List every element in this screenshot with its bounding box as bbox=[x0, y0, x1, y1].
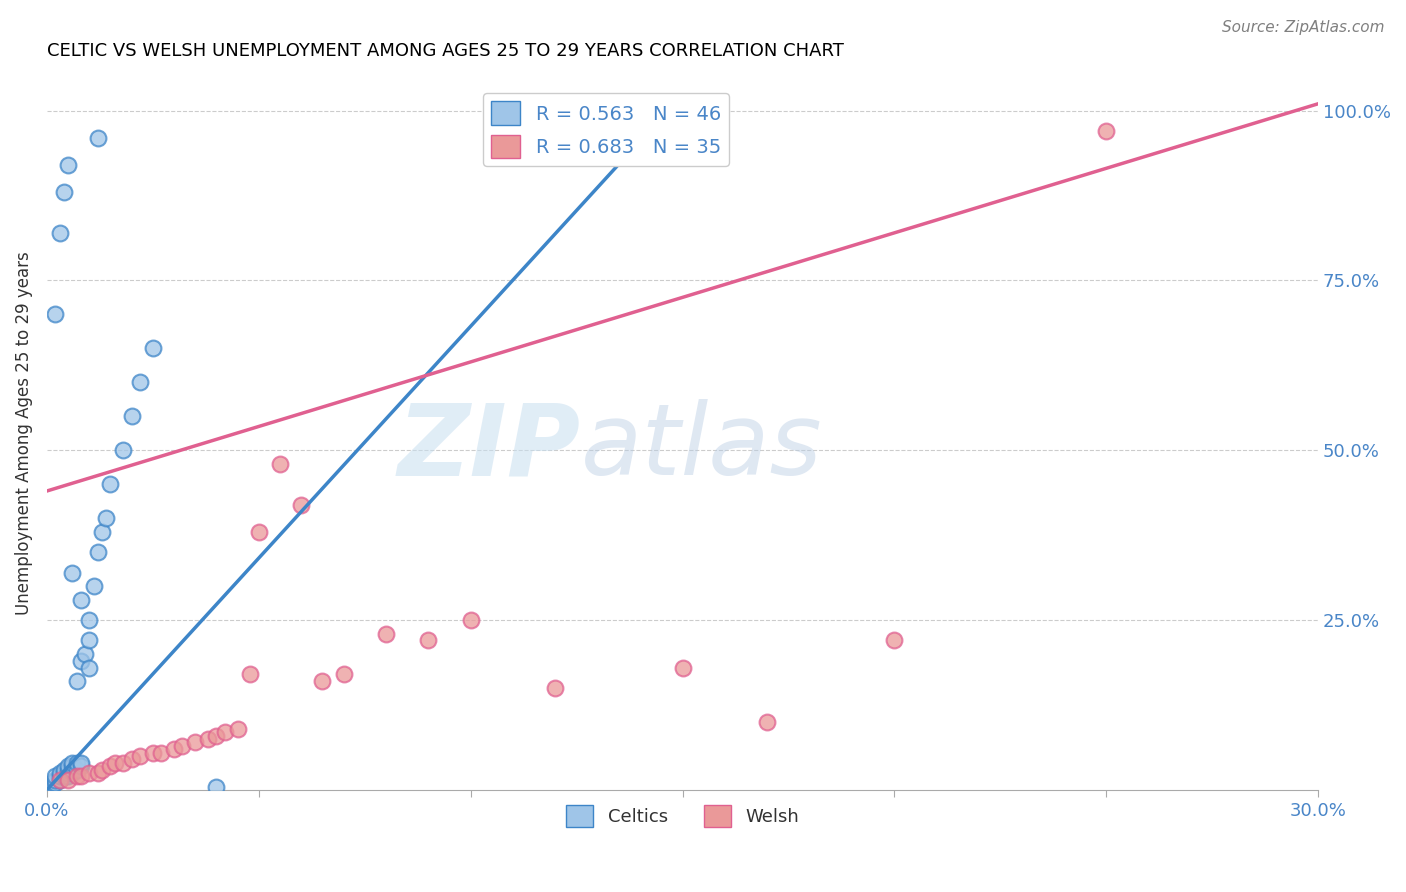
Point bbox=[56, 158, 79, 172]
Point bbox=[65, 763, 87, 777]
Point bbox=[52, 185, 75, 199]
Point bbox=[129, 748, 152, 763]
Point bbox=[65, 674, 87, 689]
Point bbox=[69, 756, 91, 770]
Point bbox=[96, 511, 118, 525]
Point bbox=[56, 772, 79, 787]
Point bbox=[65, 769, 87, 783]
Point bbox=[39, 776, 62, 790]
Point bbox=[52, 769, 75, 783]
Point bbox=[883, 633, 905, 648]
Point bbox=[418, 633, 440, 648]
Point bbox=[91, 763, 114, 777]
Point bbox=[69, 769, 91, 783]
Point bbox=[214, 725, 236, 739]
Point bbox=[91, 524, 114, 539]
Point bbox=[129, 376, 152, 390]
Point bbox=[269, 457, 291, 471]
Point bbox=[77, 613, 100, 627]
Point bbox=[121, 409, 143, 424]
Text: Source: ZipAtlas.com: Source: ZipAtlas.com bbox=[1222, 20, 1385, 35]
Point bbox=[104, 756, 127, 770]
Point bbox=[39, 780, 62, 794]
Point bbox=[44, 769, 66, 783]
Point bbox=[374, 626, 396, 640]
Point bbox=[172, 739, 194, 753]
Point bbox=[65, 756, 87, 770]
Point bbox=[671, 660, 693, 674]
Point bbox=[83, 579, 105, 593]
Point bbox=[77, 660, 100, 674]
Point bbox=[184, 735, 207, 749]
Point bbox=[60, 566, 83, 580]
Point bbox=[60, 759, 83, 773]
Point bbox=[56, 766, 79, 780]
Point bbox=[311, 674, 333, 689]
Point bbox=[87, 130, 110, 145]
Point bbox=[44, 776, 66, 790]
Point bbox=[163, 742, 186, 756]
Point bbox=[73, 647, 96, 661]
Point bbox=[100, 759, 122, 773]
Point bbox=[56, 763, 79, 777]
Point bbox=[112, 443, 135, 458]
Point bbox=[44, 307, 66, 321]
Point bbox=[121, 752, 143, 766]
Point bbox=[247, 524, 270, 539]
Point bbox=[60, 756, 83, 770]
Point bbox=[756, 714, 779, 729]
Point bbox=[142, 342, 165, 356]
Point bbox=[69, 592, 91, 607]
Point bbox=[48, 769, 70, 783]
Point bbox=[60, 763, 83, 777]
Point bbox=[69, 654, 91, 668]
Point bbox=[460, 613, 482, 627]
Text: CELTIC VS WELSH UNEMPLOYMENT AMONG AGES 25 TO 29 YEARS CORRELATION CHART: CELTIC VS WELSH UNEMPLOYMENT AMONG AGES … bbox=[46, 42, 844, 60]
Point bbox=[44, 772, 66, 787]
Point bbox=[77, 766, 100, 780]
Point bbox=[205, 780, 228, 794]
Point bbox=[52, 766, 75, 780]
Legend: Celtics, Welsh: Celtics, Welsh bbox=[558, 798, 806, 834]
Point bbox=[205, 729, 228, 743]
Point bbox=[60, 766, 83, 780]
Point bbox=[48, 766, 70, 780]
Text: ZIP: ZIP bbox=[398, 399, 581, 496]
Point bbox=[226, 722, 249, 736]
Point bbox=[112, 756, 135, 770]
Point bbox=[48, 772, 70, 787]
Point bbox=[87, 545, 110, 559]
Text: atlas: atlas bbox=[581, 399, 823, 496]
Point bbox=[87, 766, 110, 780]
Point bbox=[332, 667, 354, 681]
Point bbox=[150, 746, 173, 760]
Point bbox=[56, 759, 79, 773]
Point bbox=[77, 633, 100, 648]
Point bbox=[69, 759, 91, 773]
Point bbox=[52, 763, 75, 777]
Point bbox=[290, 498, 312, 512]
Point bbox=[197, 731, 219, 746]
Point bbox=[1095, 124, 1118, 138]
Point bbox=[56, 769, 79, 783]
Point bbox=[48, 772, 70, 787]
Y-axis label: Unemployment Among Ages 25 to 29 years: Unemployment Among Ages 25 to 29 years bbox=[15, 252, 32, 615]
Point bbox=[544, 681, 567, 695]
Point bbox=[100, 477, 122, 491]
Point bbox=[239, 667, 262, 681]
Point bbox=[142, 746, 165, 760]
Point bbox=[48, 226, 70, 240]
